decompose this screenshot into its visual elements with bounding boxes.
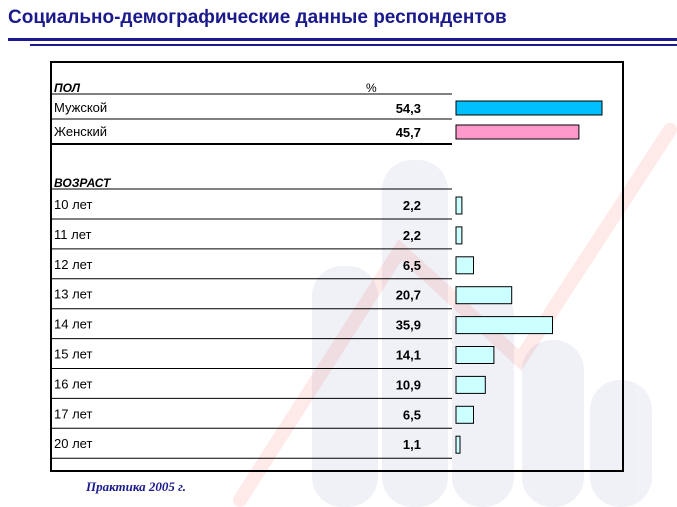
bg-column-1 (312, 266, 378, 507)
category-label: 15 лет (54, 347, 92, 362)
category-label: 13 лет (54, 287, 92, 302)
category-label: 20 лет (54, 436, 92, 451)
bar (455, 196, 463, 215)
bar (455, 226, 463, 245)
category-label: 16 лет (54, 376, 92, 391)
value-label: 2,2 (403, 228, 421, 243)
section-label-age: ВОЗРАСТ (54, 176, 112, 190)
bar (455, 405, 474, 424)
bar (455, 346, 495, 364)
category-label: Мужской (54, 100, 107, 115)
value-label: 1,1 (403, 437, 421, 452)
value-label: 2,2 (403, 198, 421, 213)
bg-column-2 (382, 160, 448, 507)
section-label-gender: ПОЛ (54, 81, 81, 95)
bar (455, 375, 486, 394)
value-label: 20,7 (396, 288, 421, 303)
category-label: 10 лет (54, 197, 92, 212)
bg-trend-line (233, 123, 677, 507)
bar (455, 256, 474, 275)
bar (455, 100, 603, 116)
category-label: 14 лет (54, 317, 92, 332)
bar (455, 435, 461, 454)
title-rule (8, 38, 677, 41)
category-label: 17 лет (54, 406, 92, 421)
bg-column-4 (522, 340, 584, 507)
value-label: 14,1 (396, 348, 421, 363)
category-label: 12 лет (54, 257, 92, 272)
value-label: 35,9 (396, 318, 421, 333)
value-label: 54,3 (396, 101, 421, 116)
chart-frame (50, 61, 624, 472)
category-label: Женский (54, 124, 107, 139)
bg-column-5 (590, 380, 652, 507)
value-header: % (366, 81, 377, 95)
category-label: 11 лет (54, 227, 91, 242)
value-label: 6,5 (403, 407, 421, 422)
value-label: 6,5 (403, 258, 421, 273)
bg-column-3 (452, 286, 514, 507)
value-label: 10,9 (396, 377, 421, 392)
bar (455, 124, 580, 140)
bar (455, 316, 553, 335)
value-label: 45,7 (396, 125, 421, 140)
bar (455, 286, 513, 305)
footer-note: Практика 2005 г. (86, 479, 187, 494)
page-title: Социально-демографические данные респонд… (8, 7, 507, 28)
title-subrule (30, 44, 677, 46)
